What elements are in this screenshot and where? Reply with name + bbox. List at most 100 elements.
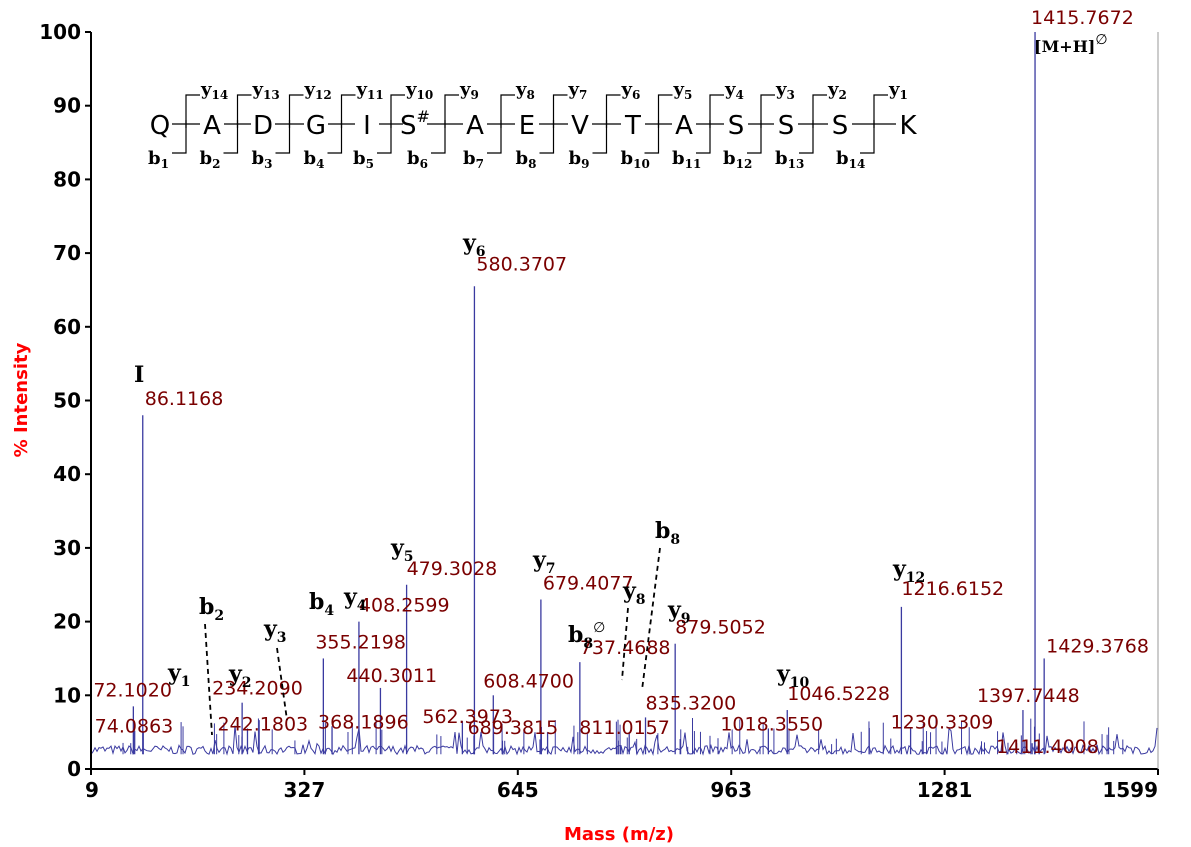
- peak-mass-label: 440.3011: [346, 665, 437, 687]
- leader-line: [276, 647, 288, 721]
- y-tick-label: 20: [53, 610, 81, 634]
- peak-mass-label: 1415.7672: [1031, 7, 1134, 29]
- peak-mass-label: 86.1168: [145, 388, 224, 410]
- sequence-residue: D: [253, 111, 273, 141]
- sequence-residue: Q: [150, 111, 170, 141]
- y-fragment-label: y10: [405, 79, 433, 102]
- ion-annotation: y10: [776, 661, 810, 691]
- peak-mass-label: 72.1020: [93, 679, 172, 701]
- residue-background: [568, 108, 592, 140]
- b-fragment-label: b14: [836, 148, 865, 171]
- y-tick-label: 10: [53, 683, 81, 707]
- peak-mass-label: 689.3815: [468, 717, 559, 739]
- y-fragment-bracket: [605, 94, 621, 128]
- y-fragment-bracket: [444, 94, 459, 128]
- ion-annotation: [M+H]∅: [1034, 32, 1108, 56]
- residue-background: [896, 108, 920, 140]
- sequence-residue: A: [466, 111, 484, 141]
- b-fragment-label: b3: [252, 148, 273, 171]
- y-fragment-label: y4: [724, 79, 744, 102]
- y-fragment-bracket: [812, 94, 827, 128]
- b-fragment-bracket: [799, 120, 814, 154]
- x-tick-label: 1599: [1102, 778, 1158, 802]
- residue-background: [828, 108, 852, 140]
- sequence-residue: E: [519, 111, 535, 141]
- x-tick-label: 1281: [917, 778, 973, 802]
- y-fragment-label: y1: [888, 79, 908, 102]
- b-fragment-label: b7: [463, 148, 484, 171]
- residue-background: [200, 108, 224, 140]
- peak-mass-label: 608.4700: [483, 670, 574, 692]
- ion-annotation: y6: [462, 230, 486, 260]
- y-fragment-bracket: [236, 94, 252, 128]
- residue-background: [403, 108, 427, 140]
- x-tick-label: 645: [497, 778, 539, 802]
- y-fragment-bracket: [709, 94, 724, 128]
- peak-mass-label: 355.2198: [315, 631, 406, 653]
- b-fragment-bracket: [696, 120, 711, 154]
- y-tick-label: 100: [39, 20, 81, 44]
- y-fragment-label: y6: [621, 79, 641, 102]
- spectrum-baseline: [90, 725, 1158, 756]
- peak-mass-label: 580.3707: [476, 253, 567, 275]
- y-fragment-label: y8: [515, 79, 535, 102]
- sequence-residue: S#: [400, 107, 430, 141]
- sequence-residue: V: [571, 111, 589, 141]
- peak-mass-label: 1397.7448: [977, 685, 1080, 707]
- ion-annotation: y7: [532, 547, 556, 577]
- y-tick-label: 90: [53, 94, 81, 118]
- y-tick-label: 50: [53, 389, 81, 413]
- y-fragment-bracket: [657, 94, 673, 128]
- peak-mass-label: 1216.6152: [901, 578, 1004, 600]
- peak-mass-label: 679.4077: [543, 572, 634, 594]
- residue-background: [148, 108, 172, 140]
- leader-line: [204, 623, 213, 736]
- sequence-residue: G: [306, 111, 326, 141]
- y-tick-label: 60: [53, 315, 81, 339]
- b-fragment-label: b6: [407, 148, 428, 171]
- residue-background: [251, 108, 275, 140]
- x-tick-label: 9: [85, 778, 99, 802]
- peak-mass-label: 811.0157: [579, 717, 670, 739]
- ion-annotation: b8: [655, 518, 680, 548]
- sequence-residue: S: [832, 111, 849, 141]
- y-fragment-label: y2: [827, 79, 847, 102]
- b-fragment-label: b12: [723, 148, 752, 171]
- x-axis-title: Mass (m/z): [564, 824, 674, 845]
- b-fragment-bracket: [327, 120, 343, 154]
- b-fragment-label: b8: [516, 148, 537, 171]
- x-tick-label: 963: [710, 778, 752, 802]
- ion-annotation: y5: [390, 535, 414, 565]
- y-fragment-label: y14: [200, 79, 228, 102]
- y-fragment-label: y12: [304, 79, 332, 102]
- b-fragment-bracket: [487, 120, 502, 154]
- peak-mass-label: 242.1803: [217, 713, 308, 735]
- ion-annotation: y3: [263, 616, 287, 646]
- peak-mass-label: 408.2599: [359, 595, 450, 617]
- b-fragment-label: b2: [200, 148, 221, 171]
- sequence-residue: A: [675, 111, 693, 141]
- y-fragment-bracket: [552, 94, 568, 128]
- x-tick-label: 327: [284, 778, 326, 802]
- b-fragment-bracket: [431, 120, 446, 154]
- peak-mass-label: 879.5052: [675, 617, 766, 639]
- leader-line: [641, 547, 661, 691]
- peak-mass-label: 479.3028: [407, 558, 498, 580]
- y-fragment-label: y9: [459, 79, 479, 102]
- y-fragment-bracket: [500, 94, 515, 128]
- b-fragment-bracket: [539, 120, 555, 154]
- peak-mass-label: 835.3200: [646, 692, 737, 714]
- ion-annotation: b2: [199, 594, 224, 624]
- residue-background: [304, 108, 328, 140]
- residue-background: [621, 108, 645, 140]
- b-fragment-label: b5: [353, 148, 374, 171]
- ion-annotation: I: [134, 362, 144, 388]
- y-fragment-label: y3: [775, 79, 795, 102]
- b-fragment-bracket: [172, 120, 187, 154]
- b-fragment-bracket: [377, 120, 392, 154]
- y-fragment-label: y13: [252, 79, 280, 102]
- y-fragment-label: y5: [673, 79, 693, 102]
- b-fragment-label: b11: [672, 148, 701, 171]
- sequence-residue: K: [899, 111, 917, 141]
